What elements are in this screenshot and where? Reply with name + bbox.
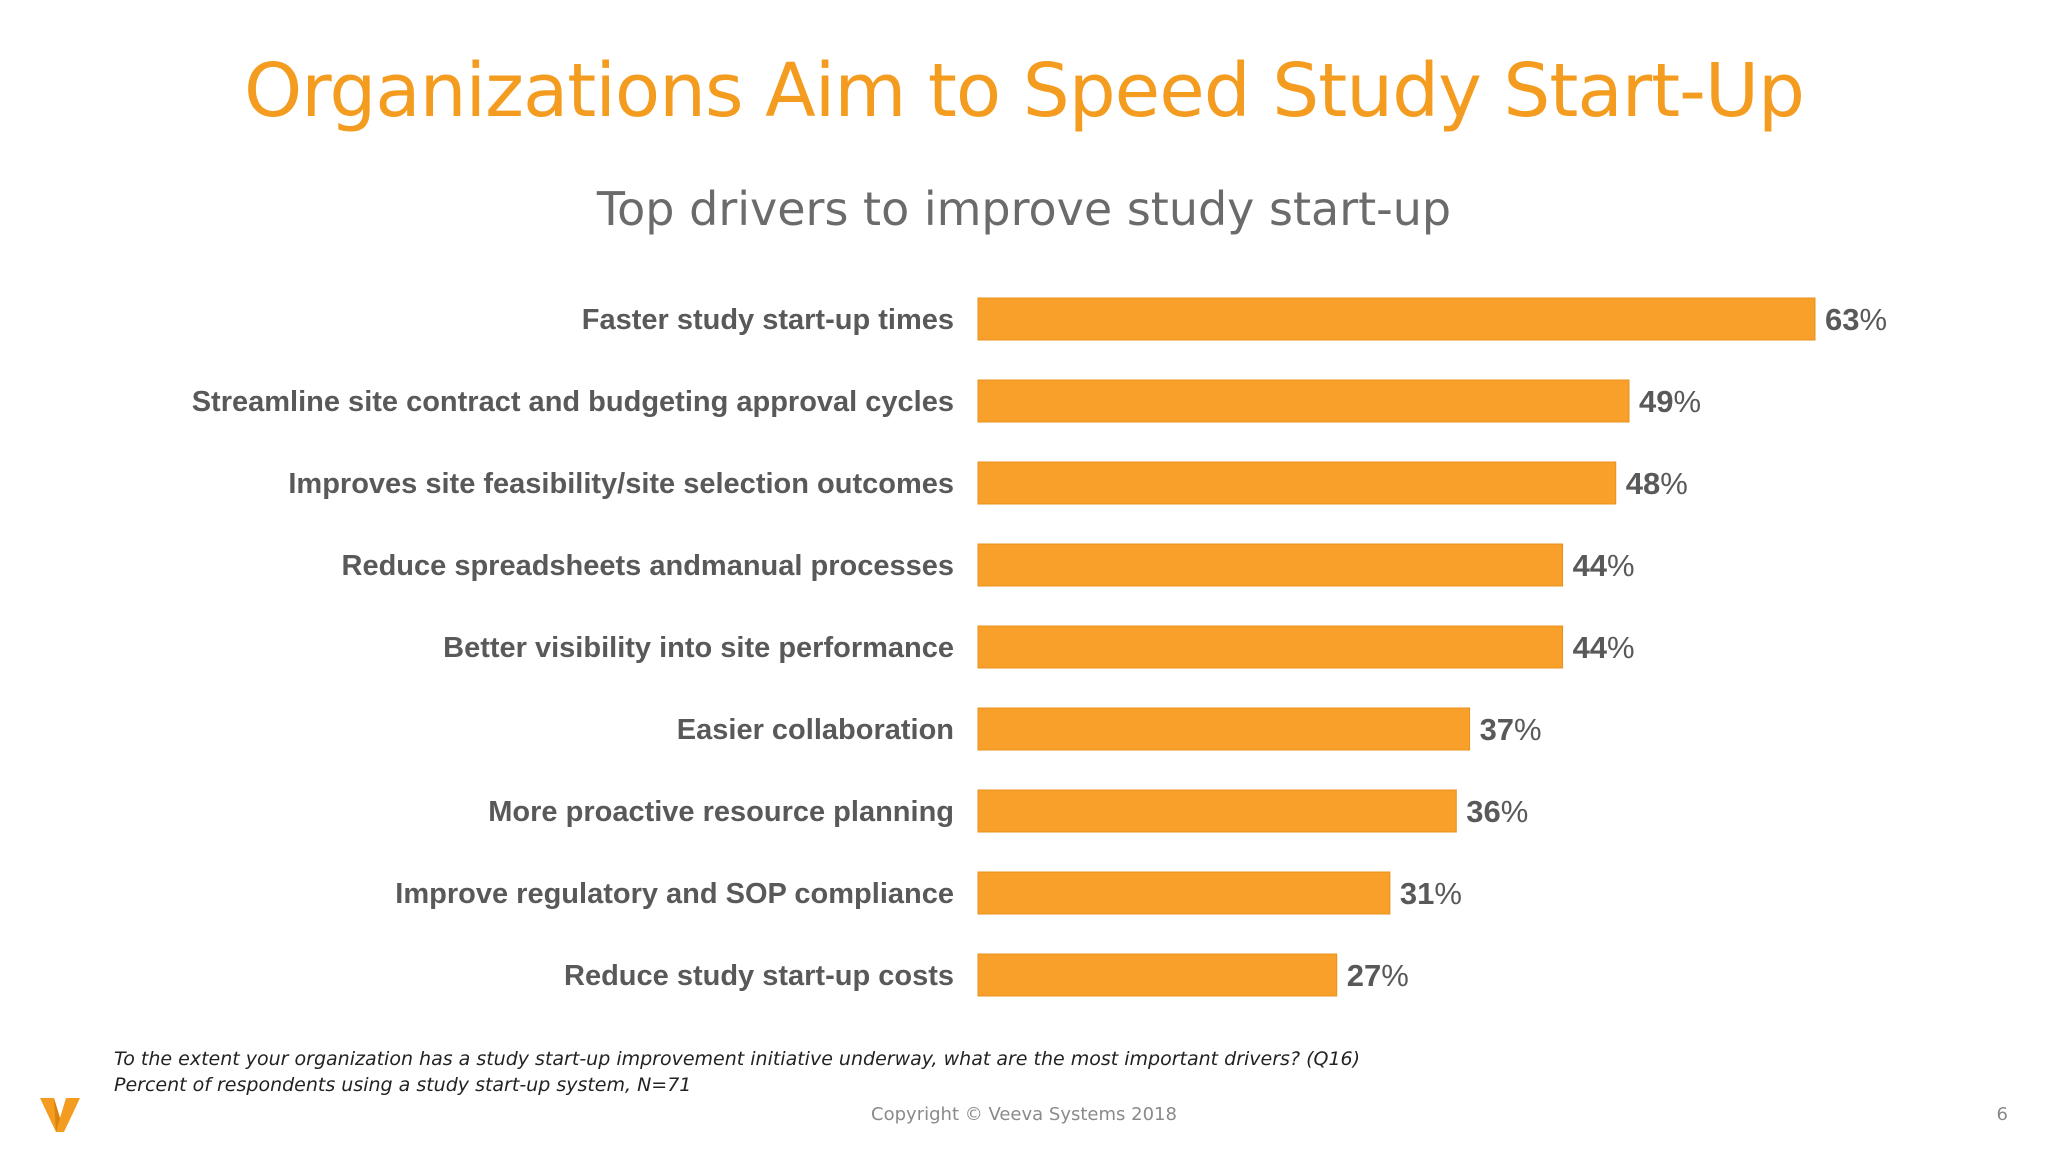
bar <box>977 789 1457 833</box>
category-label: Better visibility into site performance <box>443 632 954 664</box>
category-label: Easier collaboration <box>677 714 954 746</box>
value-label: 48% <box>1626 466 1688 501</box>
footnote: To the extent your organization has a st… <box>114 1046 1360 1098</box>
category-label: Reduce spreadsheets andmanual processes <box>342 550 954 582</box>
category-label: Improve regulatory and SOP compliance <box>395 878 954 910</box>
bar <box>977 871 1391 915</box>
category-label: Improves site feasibility/site selection… <box>288 468 954 500</box>
value-label: 63% <box>1825 302 1887 337</box>
value-label: 37% <box>1480 712 1542 747</box>
value-label: 49% <box>1639 384 1701 419</box>
chart-title: Top drivers to improve study start-up <box>0 182 2048 236</box>
veeva-v-logo-icon <box>40 1098 80 1132</box>
bar <box>977 625 1564 669</box>
value-label: 36% <box>1466 794 1528 829</box>
category-label: More proactive resource planning <box>488 796 954 828</box>
bar <box>977 461 1617 505</box>
category-label: Faster study start-up times <box>582 304 954 336</box>
slide-title: Organizations Aim to Speed Study Start-U… <box>243 48 1805 134</box>
value-label: 44% <box>1573 548 1635 583</box>
category-label: Reduce study start-up costs <box>564 960 954 992</box>
page-number: 6 <box>1996 1104 2008 1125</box>
value-label: 27% <box>1347 958 1409 993</box>
bar <box>977 297 1816 341</box>
footnote-sample: Percent of respondents using a study sta… <box>114 1074 692 1096</box>
category-label: Streamline site contract and budgeting a… <box>192 386 954 418</box>
footnote-question: To the extent your organization has a st… <box>114 1048 1361 1070</box>
copyright-text: Copyright © Veeva Systems 2018 <box>871 1104 1177 1125</box>
bar <box>977 953 1338 997</box>
value-label: 31% <box>1400 876 1462 911</box>
bar <box>977 379 1630 423</box>
bar-chart: Faster study start-up times 63% Streamline… <box>192 297 1887 997</box>
bar <box>977 543 1564 587</box>
chart-title-text: Top drivers to improve study start-up <box>596 182 1452 236</box>
bar <box>977 707 1471 751</box>
value-label: 44% <box>1573 630 1635 665</box>
